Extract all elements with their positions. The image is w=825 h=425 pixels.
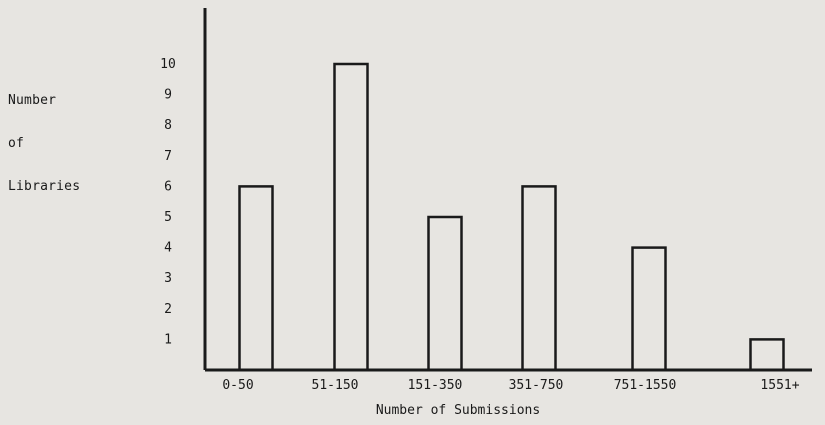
y-tick-label: 5	[164, 210, 172, 225]
x-tick-label: 751-1550	[614, 378, 677, 393]
x-axis-title: Number of Submissions	[376, 403, 540, 418]
y-tick-label: 9	[164, 88, 172, 103]
bar-151-350	[427, 215, 463, 372]
y-tick-label: 10	[160, 57, 176, 72]
bar-51-150	[333, 62, 369, 372]
bar-351-750	[521, 185, 557, 372]
y-axis-label-line-2: of	[8, 136, 25, 151]
y-tick-label: 6	[164, 179, 172, 194]
y-tick-label: 4	[164, 241, 172, 256]
x-tick-label: 1551+	[760, 378, 799, 393]
y-tick-label: 1	[164, 332, 172, 347]
x-tick-label: 351-750	[509, 378, 564, 393]
bar-1551+	[749, 338, 785, 372]
x-tick-label: 0-50	[222, 378, 253, 393]
y-tick-label: 3	[164, 271, 172, 286]
bar-751-1550	[631, 246, 667, 372]
y-tick-label: 2	[164, 302, 172, 317]
x-tick-label: 151-350	[408, 378, 463, 393]
bar-0-50	[238, 185, 274, 372]
y-tick-label: 8	[164, 118, 172, 133]
y-tick-label: 7	[164, 149, 172, 164]
x-tick-label: 51-150	[312, 378, 359, 393]
y-axis-label-line-1: Number	[8, 93, 57, 108]
y-axis-label-line-3: Libraries	[8, 179, 81, 194]
